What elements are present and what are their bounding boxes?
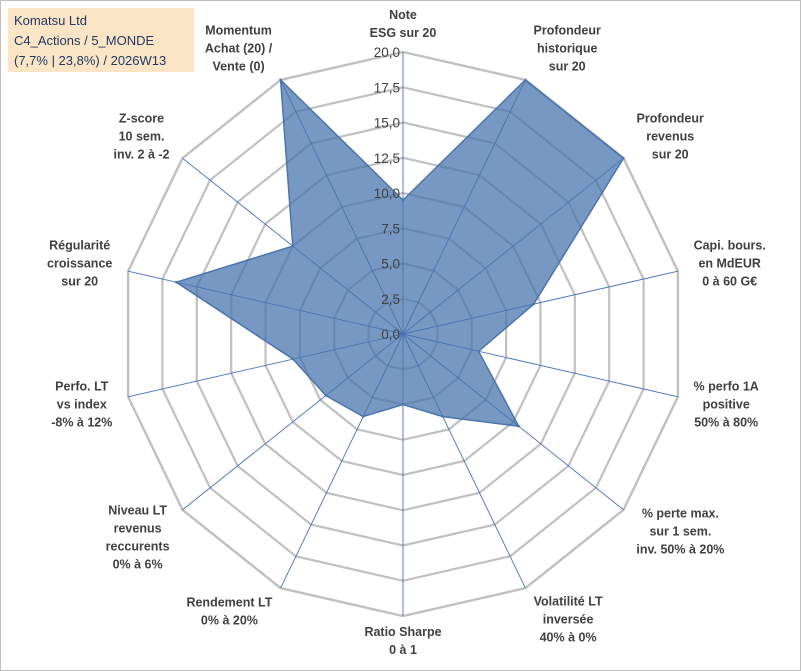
category-label: Profondeur historique sur 20 xyxy=(534,23,601,73)
category-label-line: 0 à 60 G€ xyxy=(702,275,757,289)
category-label-line: sur 20 xyxy=(652,147,689,161)
title-box: Komatsu Ltd C4_Actions / 5_MONDE (7,7% |… xyxy=(8,8,194,72)
category-label: Z-score 10 sem. inv. 2 à -2 xyxy=(113,111,169,161)
tick-label: 15,0 xyxy=(374,116,400,131)
category-label-line: % perfo 1A xyxy=(694,380,759,394)
tick-label: 0,0 xyxy=(381,327,400,342)
category-label-line: Régularité xyxy=(49,239,110,253)
data-point xyxy=(279,78,282,82)
data-point xyxy=(532,303,535,306)
category-label: Volatilité LT inversée 40% à 0% xyxy=(534,595,603,645)
category-label-line: Capi. bours. xyxy=(694,239,766,253)
category-label-line: revenus xyxy=(646,129,694,143)
title-stats: (7,7% | 23,8%) / 2026W13 xyxy=(14,53,167,68)
category-label: % perte max. sur 1 sem. inv. 50% à 20% xyxy=(636,507,724,557)
category-label-line: sur 20 xyxy=(61,275,98,289)
data-point xyxy=(622,157,625,160)
category-label: Note ESG sur 20 xyxy=(370,8,437,40)
category-label: Perfo. LT vs index -8% à 12% xyxy=(51,380,112,430)
category-label-line: positive xyxy=(703,398,750,412)
category-label-line: Note xyxy=(389,8,417,22)
category-label-line: Z-score xyxy=(119,111,164,125)
category-label-line: ESG sur 20 xyxy=(370,26,437,40)
category-label: Régularité croissance sur 20 xyxy=(47,239,112,289)
tick-label: 2,5 xyxy=(381,292,400,307)
data-point xyxy=(175,281,178,284)
category-label-line: inv. 50% à 20% xyxy=(636,543,724,557)
category-label-line: en MdEUR xyxy=(698,257,761,271)
category-label-line: revenus xyxy=(114,521,162,535)
data-point xyxy=(401,403,405,406)
category-label-line: reccurents xyxy=(106,539,170,553)
data-point xyxy=(291,357,295,361)
category-label-line: 0% à 20% xyxy=(201,614,258,628)
category-label: Rendement LT 0% à 20% xyxy=(186,596,272,628)
category-label-line: sur 1 sem. xyxy=(649,525,711,539)
category-label-line: % perte max. xyxy=(642,507,719,521)
category-label-line: sur 20 xyxy=(549,59,586,73)
category-label-line: 50% à 80% xyxy=(694,416,758,430)
tick-label: 7,5 xyxy=(381,221,400,236)
category-label-line: Volatilité LT xyxy=(534,595,603,609)
category-label-line: 40% à 0% xyxy=(540,631,597,645)
tick-label: 12,5 xyxy=(374,151,400,166)
category-label-line: croissance xyxy=(47,257,112,271)
tick-label: 10,0 xyxy=(374,186,400,201)
category-label-line: vs index xyxy=(57,398,107,412)
tick-label: 5,0 xyxy=(381,257,400,272)
data-point xyxy=(524,78,527,82)
data-point xyxy=(324,394,327,397)
data-point xyxy=(517,425,520,428)
category-label: Ratio Sharpe 0 à 1 xyxy=(364,625,441,657)
category-label: Profondeur revenus sur 20 xyxy=(637,111,704,161)
category-label-line: historique xyxy=(537,41,597,55)
tick-label: 17,5 xyxy=(374,80,400,95)
category-label-line: Rendement LT xyxy=(186,596,272,610)
category-label: Niveau LT revenus reccurents 0% à 6% xyxy=(106,503,170,571)
category-label-line: Achat (20) / xyxy=(205,41,273,55)
category-label-line: Momentum xyxy=(205,23,272,37)
category-label-line: -8% à 12% xyxy=(51,416,112,430)
category-label-line: Profondeur xyxy=(637,111,704,125)
title-portfolio: C4_Actions / 5_MONDE xyxy=(14,33,155,48)
data-point xyxy=(401,198,405,202)
category-label: % perfo 1A positive 50% à 80% xyxy=(694,380,759,430)
category-label-line: 0% à 6% xyxy=(113,557,163,571)
category-label-line: Profondeur xyxy=(534,23,601,37)
data-point xyxy=(477,350,480,353)
category-label-line: Niveau LT xyxy=(108,503,167,517)
data-point xyxy=(441,415,444,418)
data-point xyxy=(291,244,294,248)
data-point xyxy=(362,415,365,418)
category-label-line: 10 sem. xyxy=(119,129,165,143)
category-label: Capi. bours. en MdEUR 0 à 60 G€ xyxy=(694,239,766,289)
category-label-line: Ratio Sharpe xyxy=(364,625,441,639)
category-label: Momentum Achat (20) / Vente (0) xyxy=(205,23,273,73)
tick-label: 20,0 xyxy=(374,45,400,60)
title-company: Komatsu Ltd xyxy=(14,13,87,28)
series-area xyxy=(174,77,625,428)
category-label-line: inversée xyxy=(543,613,594,627)
category-label-line: Vente (0) xyxy=(213,59,265,73)
category-label-line: Perfo. LT xyxy=(55,380,109,394)
category-label-line: 0 à 1 xyxy=(389,643,417,657)
category-label-line: inv. 2 à -2 xyxy=(113,147,169,161)
